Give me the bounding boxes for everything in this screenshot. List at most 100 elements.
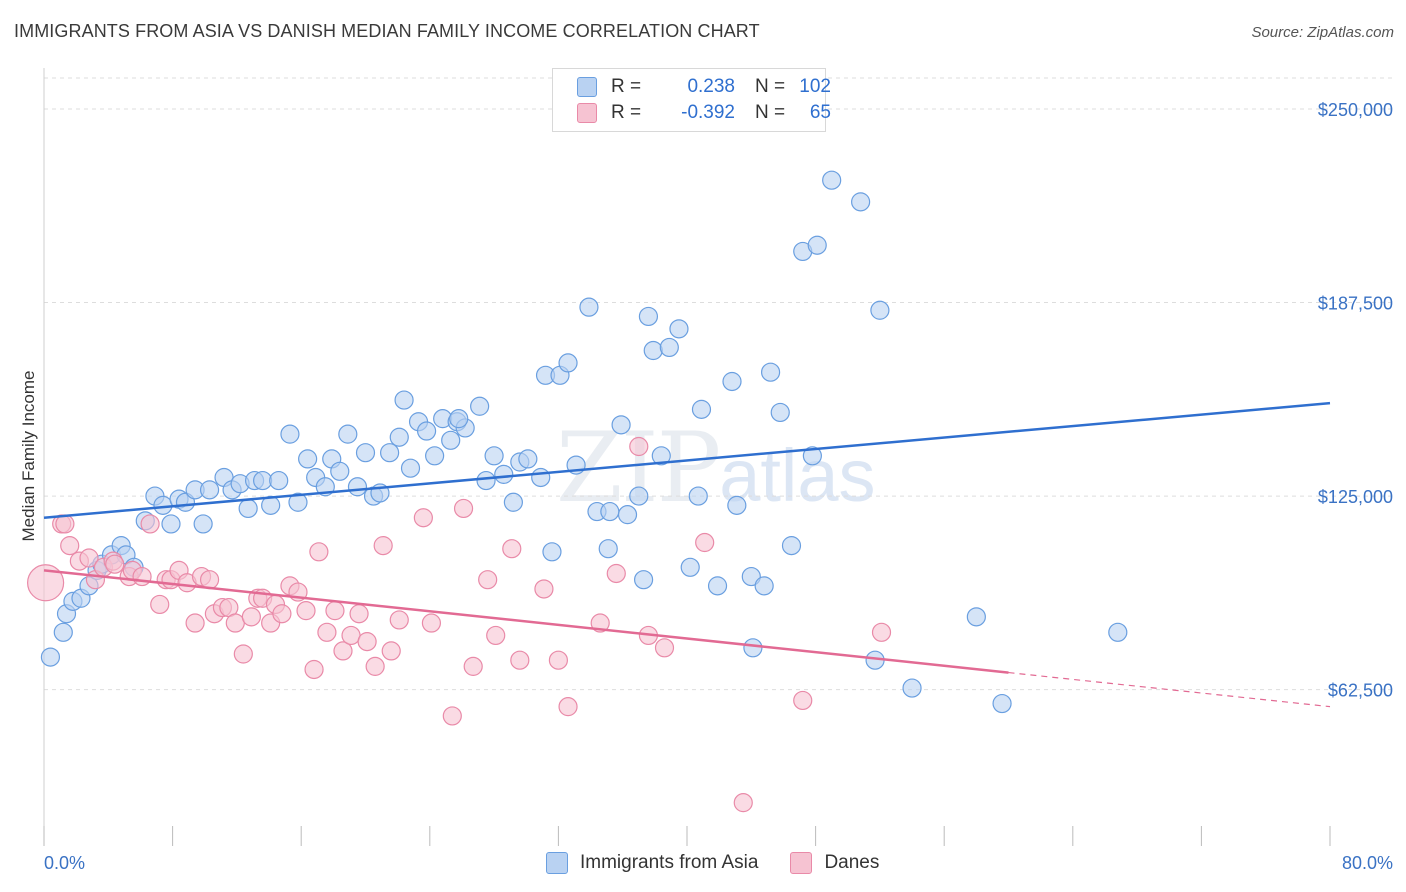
data-point	[484, 446, 504, 466]
data-point	[272, 604, 292, 624]
data-point	[643, 340, 663, 361]
trend-line-extension	[1008, 671, 1331, 708]
data-point	[486, 625, 506, 646]
legend-swatch-danes	[790, 852, 813, 874]
data-point	[105, 554, 125, 574]
data-point	[400, 458, 421, 478]
data-point	[79, 548, 99, 568]
data-point	[638, 306, 659, 327]
data-point	[27, 564, 65, 602]
data-point	[269, 470, 289, 491]
data-point	[651, 446, 671, 466]
data-point	[449, 409, 469, 429]
data-point	[733, 793, 753, 813]
data-point	[347, 477, 368, 497]
data-point	[463, 656, 483, 676]
data-point	[688, 486, 708, 506]
data-point	[389, 610, 409, 630]
data-point	[442, 706, 462, 726]
data-point	[298, 449, 318, 469]
data-point	[629, 436, 649, 457]
data-point	[317, 622, 337, 642]
axes	[43, 68, 1331, 846]
data-point	[413, 508, 433, 528]
data-point	[691, 399, 712, 419]
data-point	[494, 464, 514, 484]
series-danes	[27, 436, 892, 813]
data-point	[722, 371, 742, 392]
data-point	[280, 424, 300, 444]
data-point	[802, 446, 822, 466]
data-point	[476, 470, 496, 491]
data-point	[338, 424, 358, 444]
legend-r-value: -0.392	[681, 102, 735, 123]
data-point	[579, 297, 599, 317]
data-point	[542, 542, 562, 562]
data-point	[288, 492, 308, 512]
legend-row-asia: R = 0.238 N = 102	[577, 75, 831, 99]
data-point	[611, 415, 631, 435]
data-point	[150, 594, 170, 615]
legend-row-danes: R = -0.392 N = 65	[577, 101, 831, 125]
axis-labels: $62,500 $125,000 $187,500 $250,000 0.0% 80.0%…	[19, 100, 1393, 873]
data-point	[606, 563, 626, 584]
data-point	[355, 443, 376, 463]
x-tick-label-right: 80.0%	[1342, 853, 1393, 873]
legend-label-danes: Danes	[824, 852, 880, 873]
data-point	[341, 625, 361, 646]
data-point	[510, 650, 530, 670]
data-point	[233, 644, 253, 664]
legend-swatch-asia	[577, 77, 597, 97]
data-point	[381, 641, 401, 661]
data-point	[503, 492, 523, 512]
data-point	[558, 697, 578, 717]
series-legend: Immigrants from Asia Danes	[546, 852, 911, 874]
data-point	[851, 192, 871, 212]
trend-lines	[43, 401, 1331, 708]
data-point	[365, 656, 385, 676]
data-point	[633, 570, 654, 590]
legend-item-danes[interactable]: Danes	[790, 852, 879, 874]
y-tick-label: $125,000	[1318, 487, 1393, 507]
data-point	[357, 632, 377, 652]
data-point	[870, 300, 890, 320]
legend-n-value: 65	[809, 102, 831, 123]
data-point	[871, 622, 892, 642]
data-point	[793, 690, 813, 711]
data-point	[199, 570, 220, 590]
data-point	[629, 486, 649, 506]
data-point	[238, 498, 258, 519]
data-point	[502, 539, 522, 559]
legend-n-value: 102	[799, 76, 831, 97]
data-point	[807, 235, 827, 255]
data-point	[680, 557, 700, 577]
data-point	[743, 638, 763, 658]
data-point	[389, 427, 409, 447]
legend-r-label: R =	[611, 102, 642, 123]
data-point	[600, 501, 620, 522]
data-point	[727, 495, 747, 515]
trend-line	[43, 401, 1331, 519]
data-point	[781, 536, 802, 556]
data-point	[992, 693, 1012, 714]
data-point	[659, 337, 679, 358]
data-point	[548, 650, 569, 670]
legend-swatch-danes	[577, 103, 597, 123]
data-point	[441, 430, 461, 450]
legend-item-asia[interactable]: Immigrants from Asia	[546, 852, 758, 874]
data-point	[416, 421, 437, 441]
y-tick-label: $187,500	[1318, 294, 1393, 314]
legend-n-label: N =	[755, 102, 786, 123]
data-point	[478, 570, 498, 590]
data-point	[453, 498, 474, 519]
data-point	[349, 604, 369, 624]
y-tick-label: $62,500	[1328, 681, 1393, 701]
data-point	[421, 613, 442, 633]
data-point	[225, 613, 245, 633]
data-point	[822, 170, 842, 190]
data-point	[330, 461, 350, 481]
legend-r-label: R =	[611, 76, 642, 97]
data-point	[140, 514, 160, 534]
grid-lines	[44, 77, 1394, 691]
